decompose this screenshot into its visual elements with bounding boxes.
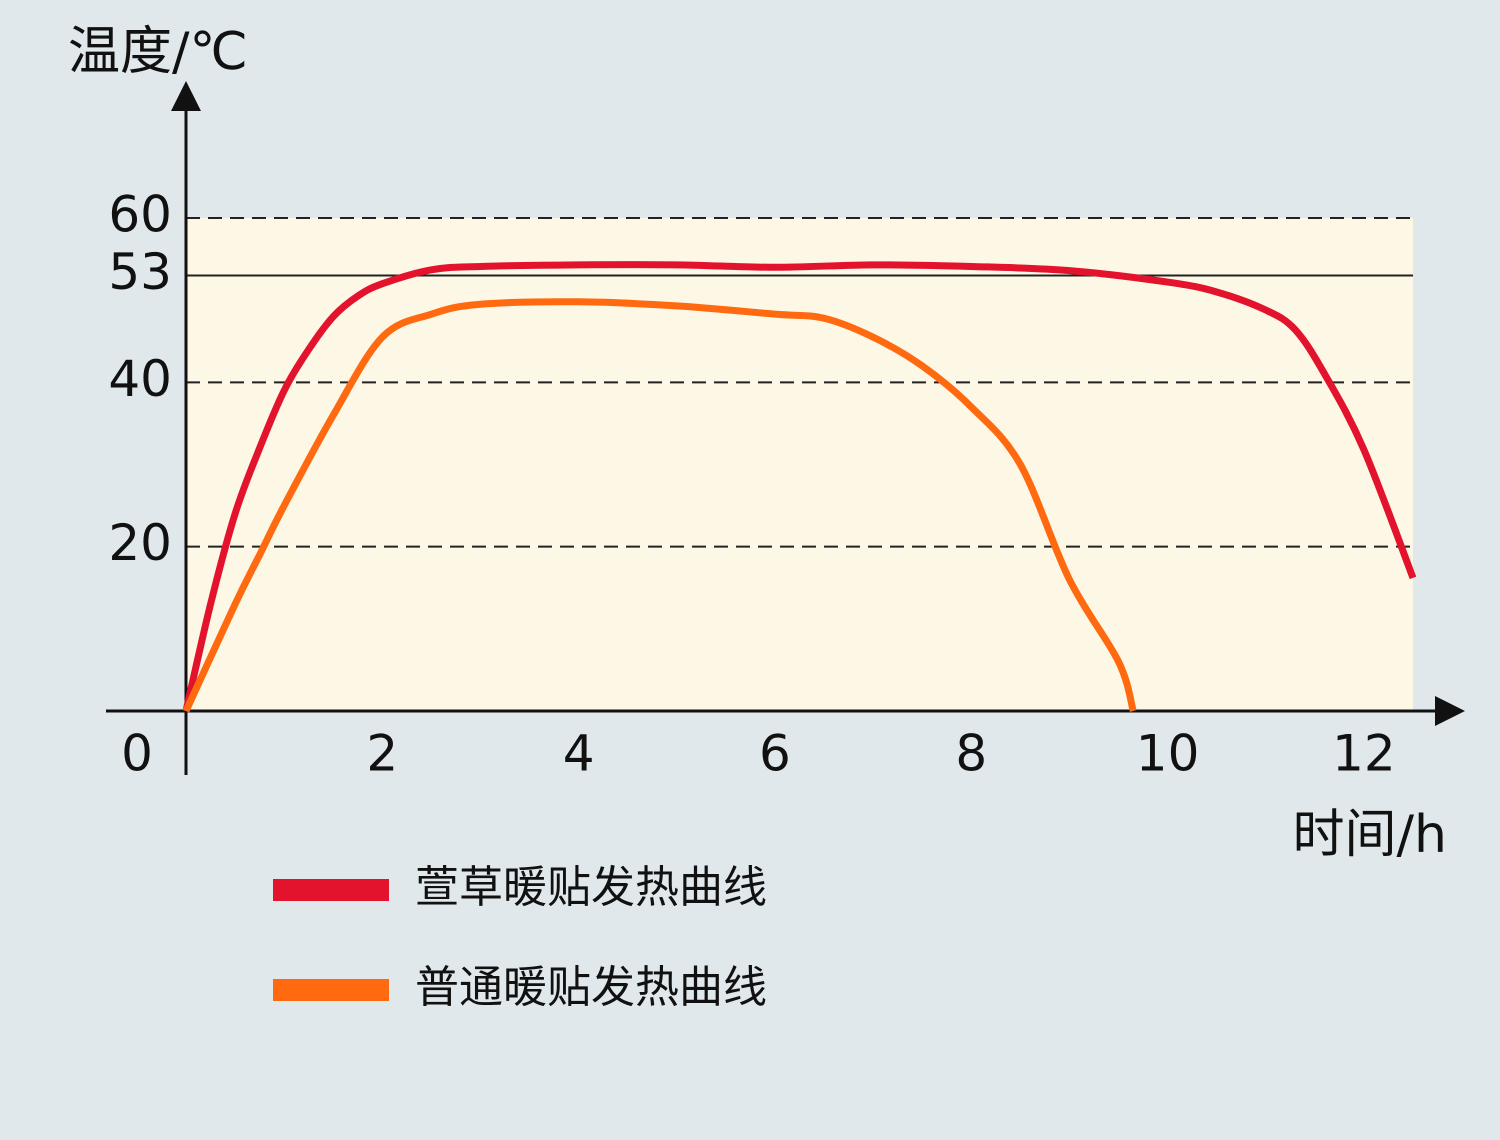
y-tick-label: 40 bbox=[108, 350, 172, 408]
legend-label: 普通暖贴发热曲线 bbox=[415, 962, 767, 1013]
y-tick-label: 60 bbox=[108, 186, 172, 244]
x-axis-label: 时间/h bbox=[1293, 805, 1447, 865]
y-axis-label: 温度/℃ bbox=[68, 22, 248, 82]
y-tick-label: 53 bbox=[108, 243, 172, 301]
x-tick-label: 10 bbox=[1136, 725, 1200, 783]
x-tick-label: 4 bbox=[563, 725, 595, 783]
x-tick-label: 8 bbox=[955, 725, 987, 783]
series-line bbox=[182, 298, 1137, 713]
x-tick-label: 0 bbox=[121, 725, 153, 783]
x-tick-label: 6 bbox=[759, 725, 791, 783]
legend-swatch bbox=[273, 979, 389, 1001]
legend-swatch bbox=[273, 879, 389, 901]
y-tick-label: 20 bbox=[108, 514, 172, 572]
x-tick-label: 12 bbox=[1332, 725, 1396, 783]
x-tick-label: 2 bbox=[366, 725, 398, 783]
plot-area bbox=[186, 218, 1413, 711]
legend-label: 萱草暖贴发热曲线 bbox=[415, 862, 767, 913]
series-line bbox=[182, 261, 1417, 712]
